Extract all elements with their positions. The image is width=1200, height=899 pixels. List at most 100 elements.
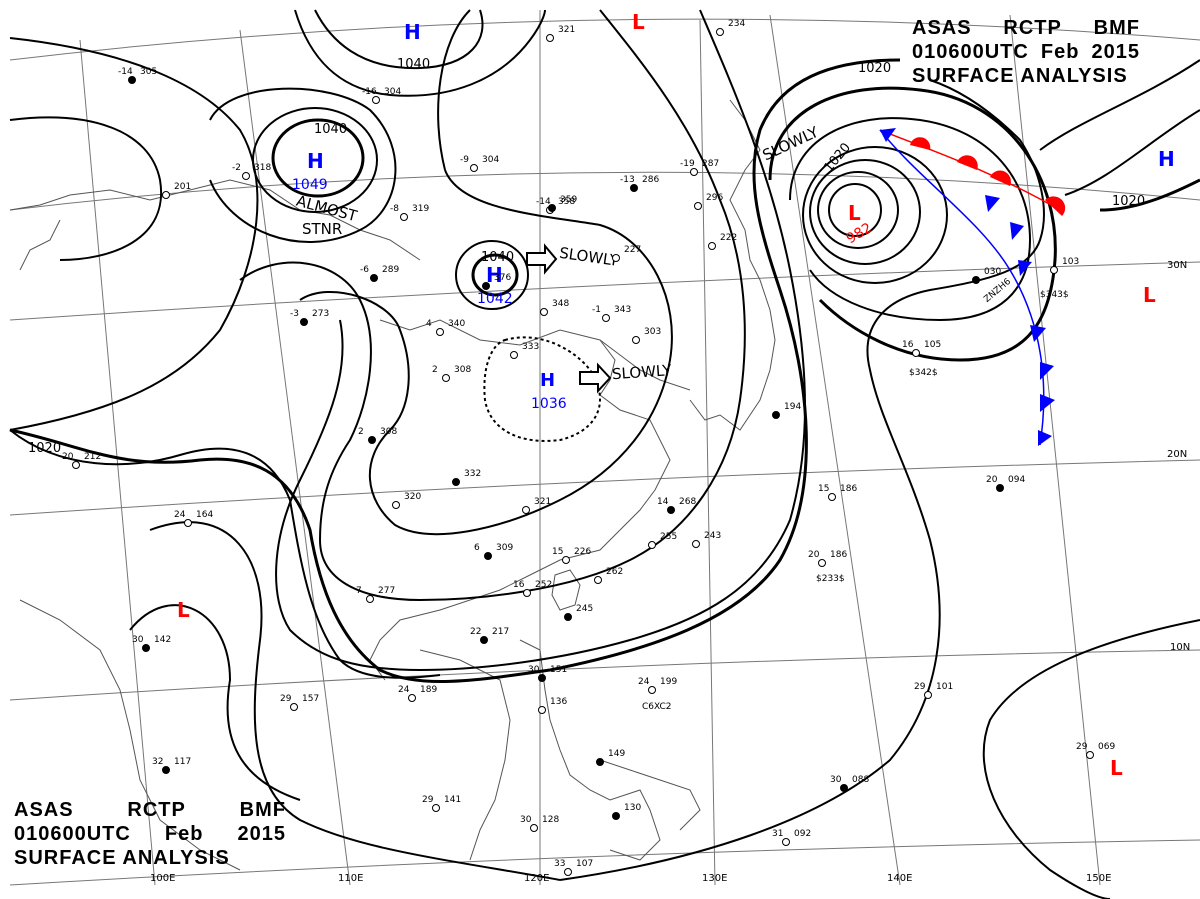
product-label: SURFACE ANALYSIS (912, 65, 1128, 87)
year-label: 2015 (1091, 41, 1140, 63)
longitude-label: 140E (887, 873, 912, 884)
longitude-label: 100E (150, 873, 175, 884)
station-marker (612, 254, 620, 262)
station-pressure: 303 (644, 327, 661, 337)
station-plots: -14 305-16 304-9 304-13 286-19 287-8 319-6 289-… (62, 19, 1115, 876)
station-pressure: 286 (642, 175, 659, 185)
time-label: 010600UTC (912, 41, 1029, 63)
station-marker (648, 686, 656, 694)
station-marker (548, 204, 556, 212)
station-marker (562, 556, 570, 564)
station-pressure: 333 (522, 342, 539, 352)
station-temperature: 24 (174, 510, 186, 520)
station-marker (690, 168, 698, 176)
station-marker (442, 374, 450, 382)
station-temperature: -14 (118, 67, 133, 77)
station-marker (523, 589, 531, 597)
station-marker (612, 812, 620, 820)
station-pressure: 105 (924, 340, 941, 350)
station-marker (72, 461, 80, 469)
ship-id: $343$ (1040, 290, 1069, 300)
station-pressure: 222 (720, 233, 737, 243)
station-pressure: 103 (1062, 257, 1079, 267)
station-marker (564, 868, 572, 876)
station-marker (546, 34, 554, 42)
station-temperature: -13 (620, 175, 635, 185)
station-temperature: -6 (360, 265, 369, 275)
station-pressure: 296 (706, 193, 723, 203)
station-pressure: 359 (560, 195, 577, 205)
station-pressure: 320 (404, 492, 421, 502)
station-marker (392, 501, 400, 509)
station-pressure: 092 (794, 829, 811, 839)
station-pressure: 189 (420, 685, 437, 695)
station-pressure: 151 (550, 665, 567, 675)
high-pressure-symbol: H (307, 149, 324, 173)
station-pressure: 141 (444, 795, 461, 805)
product-label: SURFACE ANALYSIS (14, 847, 230, 869)
station-temperature: 24 (398, 685, 410, 695)
station-pressure: 321 (534, 497, 551, 507)
station-marker (694, 202, 702, 210)
latitude-label: 10N (1170, 642, 1190, 653)
station-marker (996, 484, 1004, 492)
station-pressure: 130 (624, 803, 641, 813)
station-marker (162, 766, 170, 774)
latitude-label: 20N (1167, 449, 1187, 460)
station-temperature: -1 (592, 305, 601, 315)
station-temperature: 16 (902, 340, 914, 350)
station-pressure: 069 (1098, 742, 1115, 752)
station-pressure: 308 (454, 365, 471, 375)
station-pressure: 217 (492, 627, 509, 637)
high-pressure-value: 1042 (477, 291, 513, 307)
high-pressure-symbol: H (404, 20, 421, 44)
station-marker (782, 838, 790, 846)
isobars (9, 9, 1200, 899)
station-temperature: 29 (280, 694, 292, 704)
longitude-label: 120E (524, 873, 549, 884)
graticule-labels: 100E 110E 120E 130E 140E 150E 30N 20N 10… (150, 260, 1190, 884)
ship-id: C6XC2 (642, 702, 672, 712)
station-pressure: 262 (606, 567, 623, 577)
station-temperature: 33 (554, 859, 565, 869)
station-pressure: 318 (254, 163, 271, 173)
station-pressure: 186 (840, 484, 857, 494)
station-temperature: 20 (62, 452, 74, 462)
station-temperature: 4 (426, 319, 432, 329)
station-marker (912, 349, 920, 357)
station-marker (432, 804, 440, 812)
station-marker (667, 506, 675, 514)
station-pressure: 304 (384, 87, 401, 97)
station-marker (692, 540, 700, 548)
station-temperature: 32 (152, 757, 163, 767)
station-pressure: 332 (464, 469, 481, 479)
station-marker (372, 96, 380, 104)
station-pressure: 268 (679, 497, 696, 507)
station-pressure: 149 (608, 749, 625, 759)
high-pressure-value: 1036 (531, 396, 567, 412)
ship-id: $233$ (816, 574, 845, 584)
warm-front (879, 129, 1066, 216)
station-marker (470, 164, 478, 172)
station-temperature: 24 (638, 677, 650, 687)
station-marker (564, 613, 572, 621)
pressure-centers: H 1049 H 1042 H 1036 H H L 982 L L L L (177, 10, 1175, 780)
station-marker (436, 328, 444, 336)
ship-id: $342$ (909, 368, 938, 378)
longitude-label: 130E (702, 873, 727, 884)
station-label: RCTP (127, 799, 186, 821)
low-pressure-symbol: L (1110, 756, 1123, 780)
station-marker (300, 318, 308, 326)
station-marker (530, 824, 538, 832)
station-temperature: 30 (830, 775, 842, 785)
month-label: Feb (164, 823, 204, 845)
station-pressure: 101 (936, 682, 953, 692)
station-marker (772, 411, 780, 419)
station-marker (818, 559, 826, 567)
station-pressure: 289 (382, 265, 399, 275)
station-marker (708, 242, 716, 250)
station-temperature: 2 (358, 427, 364, 437)
office-label: BMF (1093, 17, 1140, 39)
high-pressure-symbol: H (486, 263, 503, 287)
isobar-label: 1040 (397, 57, 430, 72)
